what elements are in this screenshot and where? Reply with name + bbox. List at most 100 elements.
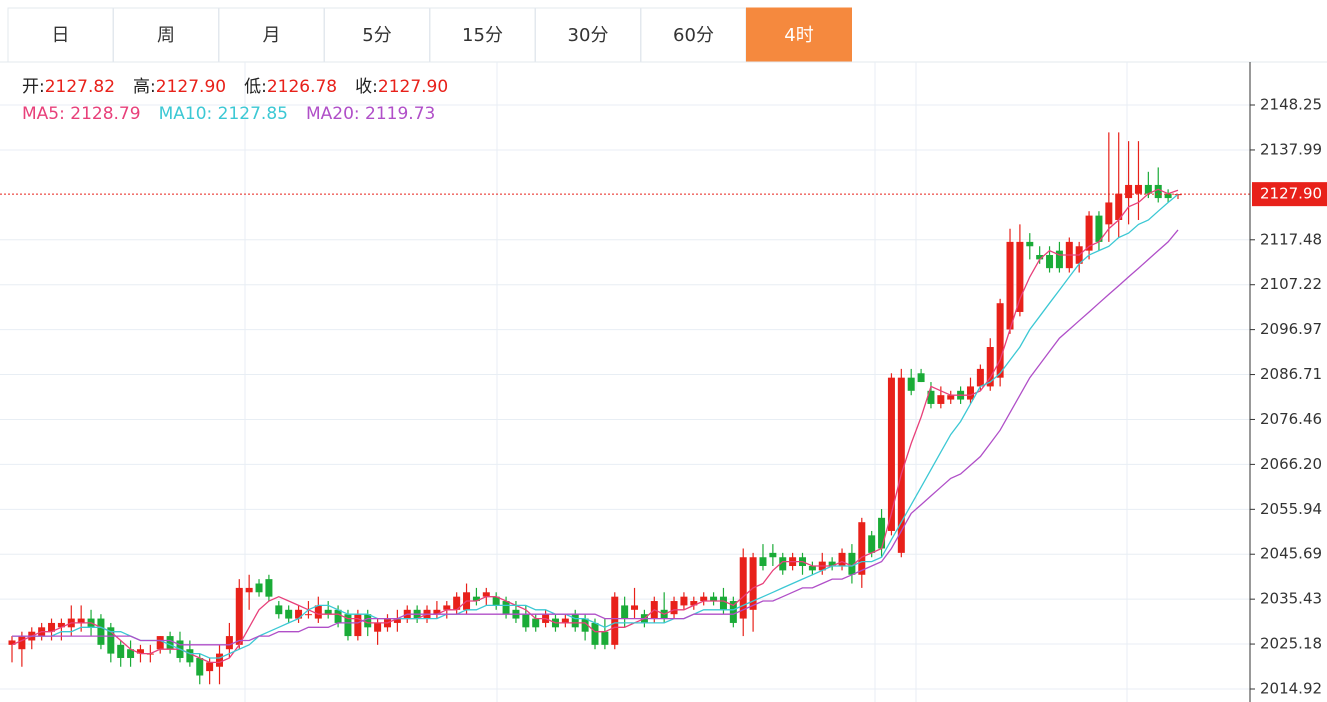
candle-body <box>937 395 945 404</box>
candle-body <box>621 605 629 619</box>
candle-body <box>1095 215 1103 242</box>
tab[interactable] <box>113 7 219 63</box>
candle-body <box>1016 241 1024 312</box>
y-tick-label: 2066.20 <box>1260 455 1322 473</box>
candle-body <box>255 583 263 593</box>
candle-body <box>986 347 994 387</box>
candle-body <box>166 636 174 650</box>
ma-sep: : <box>354 104 365 124</box>
candle-body <box>8 640 16 645</box>
candle-body <box>216 653 224 667</box>
tab-label[interactable]: 60分 <box>673 25 714 46</box>
candle-body <box>611 596 619 645</box>
tab[interactable] <box>7 7 114 63</box>
candle-body <box>334 609 342 623</box>
candle-body <box>156 636 164 650</box>
y-tick-label: 2096.97 <box>1260 320 1322 338</box>
candle-body <box>48 622 56 632</box>
candle-body <box>897 377 905 553</box>
candle-body <box>117 644 125 658</box>
candle-body <box>433 609 441 615</box>
ma-name: MA5 <box>22 104 59 124</box>
tab-label[interactable]: 30分 <box>568 25 609 46</box>
candle-body <box>601 631 609 645</box>
candle-body <box>769 552 777 558</box>
candle-body <box>670 601 678 615</box>
candle-body <box>127 649 135 658</box>
candle-body <box>1036 255 1044 260</box>
ma-value: 2128.79 <box>70 104 140 124</box>
candle-body <box>907 377 915 391</box>
y-tick-label: 2035.43 <box>1260 590 1322 608</box>
candle-body <box>868 535 876 553</box>
candle-body <box>77 618 85 623</box>
candle-body <box>285 609 293 619</box>
candle-body <box>304 614 312 616</box>
candle-body <box>966 386 974 400</box>
candle-body <box>97 618 105 645</box>
candle-body <box>1006 241 1014 330</box>
tab-label[interactable]: 日 <box>52 25 70 46</box>
info-value: 2127.82 <box>45 77 115 97</box>
tab-label[interactable]: 15分 <box>462 25 503 46</box>
candle-body <box>235 587 243 645</box>
tab-label[interactable]: 月 <box>263 25 281 46</box>
candle-body <box>344 614 352 637</box>
ma-value: 2119.73 <box>365 104 435 124</box>
candle-body <box>522 614 530 628</box>
candle-body <box>107 627 115 654</box>
candle-body <box>976 368 984 387</box>
candle-body <box>18 636 26 650</box>
candle-body <box>887 377 895 531</box>
candle-body <box>996 303 1004 378</box>
tab[interactable] <box>746 7 852 63</box>
candle-body <box>206 662 214 672</box>
y-tick-label: 2086.71 <box>1260 365 1322 383</box>
candle-body <box>136 649 144 654</box>
candle-body <box>443 605 451 610</box>
info-value: 2127.90 <box>156 77 226 97</box>
info-label: 开: <box>22 77 45 97</box>
candle-body <box>927 390 935 404</box>
candle-body <box>1154 184 1162 199</box>
ma-value: 2127.85 <box>218 104 288 124</box>
y-tick-label: 2045.69 <box>1260 545 1322 563</box>
last-price-label: 2127.90 <box>1260 185 1322 203</box>
candle-body <box>581 618 589 632</box>
y-axis-labels: 2148.25 2137.99 2117.48 2107.22 2096.97 2086.… <box>1250 96 1327 697</box>
candle-body <box>364 614 372 628</box>
candle-body <box>631 605 639 610</box>
tab[interactable] <box>218 7 325 63</box>
ma-line <box>12 193 1179 659</box>
candle-body <box>591 622 599 645</box>
candle-body <box>1105 202 1113 225</box>
ma-sep: : <box>207 104 218 124</box>
y-tick-label: 2107.22 <box>1260 275 1322 293</box>
candle-body <box>1046 255 1054 269</box>
candle-body <box>1115 193 1123 220</box>
candle-body <box>1164 193 1172 199</box>
candle-body <box>196 657 204 676</box>
tab[interactable] <box>640 7 747 63</box>
ma-name: MA10 <box>159 104 207 124</box>
candle-body <box>878 517 886 549</box>
grid <box>0 62 1250 702</box>
tab-label[interactable]: 5分 <box>362 25 391 46</box>
candle-body <box>848 552 856 575</box>
candle-body <box>739 557 747 619</box>
candle-body <box>947 395 955 400</box>
candle-body <box>1144 184 1152 194</box>
candle-body <box>561 618 569 623</box>
candle-body <box>838 552 846 567</box>
tab-label[interactable]: 4时 <box>784 25 813 46</box>
candle-body <box>354 614 362 637</box>
candle-body <box>502 601 510 615</box>
candle-body <box>186 649 194 663</box>
ma-sep: : <box>59 104 70 124</box>
candle-body <box>472 596 480 602</box>
tab-label[interactable]: 周 <box>157 25 175 46</box>
candle-body <box>808 566 816 571</box>
